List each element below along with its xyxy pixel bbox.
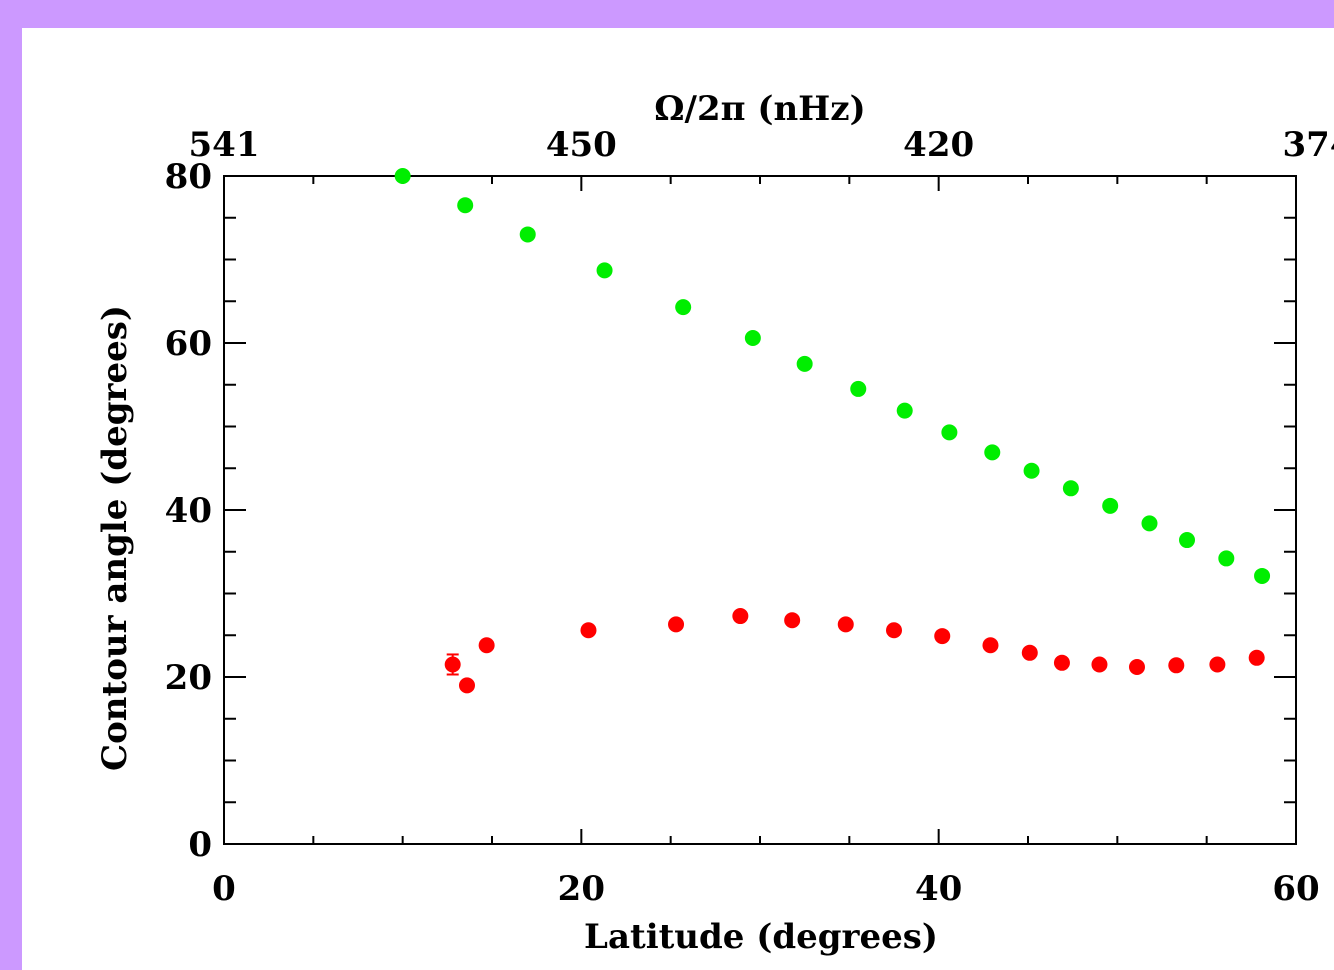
data-point (896, 402, 913, 419)
data-point (1102, 497, 1119, 514)
x-tick-label: 60 (1272, 869, 1319, 909)
data-point (796, 355, 813, 372)
data-point (744, 329, 761, 346)
data-point (596, 262, 613, 279)
data-point (1168, 657, 1185, 674)
axes (223, 175, 1297, 845)
x-axis-title: Latitude (degrees) (584, 917, 938, 957)
data-point (934, 628, 951, 645)
data-point (1209, 656, 1226, 673)
top-tick-label: 450 (546, 125, 617, 165)
data-point (457, 197, 474, 214)
top-axis-title: Ω/2π (nHz) (654, 89, 865, 129)
x-tick-label: 20 (558, 869, 605, 909)
top-tick-label: 374 (1283, 125, 1334, 165)
data-point (1062, 480, 1079, 497)
data-point (1128, 658, 1145, 675)
x-tick-label: 40 (915, 869, 962, 909)
data-point (984, 444, 1001, 461)
data-point (941, 424, 958, 441)
data-point (837, 616, 854, 633)
data-point (850, 380, 867, 397)
data-point (1254, 567, 1271, 584)
data-point (580, 622, 597, 639)
y-tick-label: 80 (165, 157, 212, 197)
top-tick-label: 541 (189, 125, 260, 165)
data-point (1053, 654, 1070, 671)
y-tick-label: 20 (165, 658, 212, 698)
plot-frame (223, 175, 1297, 845)
data-point (1091, 656, 1108, 673)
data-point (1179, 532, 1196, 549)
data-point (458, 677, 475, 694)
data-point (1021, 644, 1038, 661)
y-tick-label: 0 (188, 825, 212, 865)
data-point (1141, 515, 1158, 532)
data-point (1218, 550, 1235, 567)
y-tick-label: 60 (165, 324, 212, 364)
y-axis-title: Contour angle (degrees) (95, 305, 135, 771)
data-point (444, 656, 461, 673)
data-point (394, 168, 411, 184)
data-point (478, 637, 495, 654)
data-point (982, 637, 999, 654)
data-point (784, 612, 801, 629)
x-tick-label: 0 (212, 869, 236, 909)
data-point (1023, 462, 1040, 479)
data-point (732, 608, 749, 625)
data-point (1248, 649, 1265, 666)
data-point (668, 616, 685, 633)
data-point (886, 622, 902, 639)
y-tick-label: 40 (165, 491, 212, 531)
data-point (519, 226, 536, 243)
data-point (675, 299, 692, 316)
top-tick-label: 420 (903, 125, 974, 165)
data-points (394, 168, 1271, 694)
